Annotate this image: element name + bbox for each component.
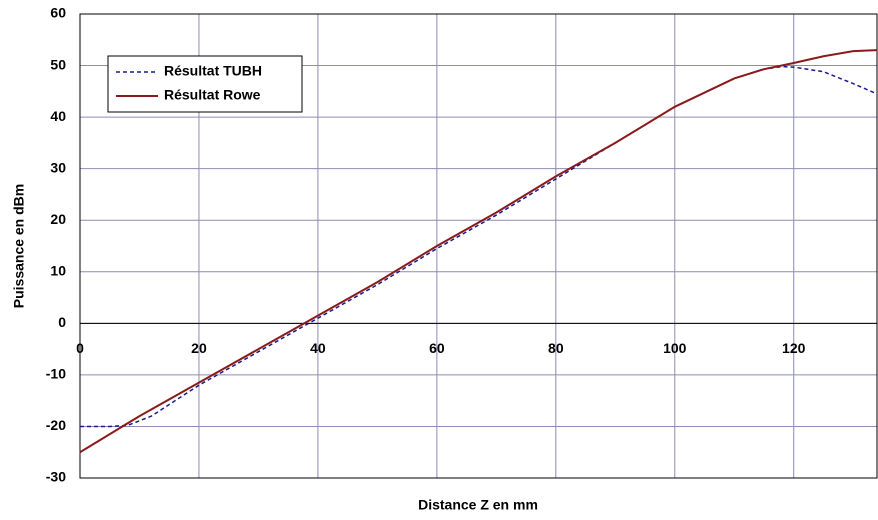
y-tick-label: 10 — [50, 262, 66, 278]
x-tick-label: 20 — [191, 340, 207, 356]
series-line — [80, 65, 878, 428]
y-tick-label: -10 — [46, 366, 66, 382]
y-tick-label: 30 — [50, 159, 66, 175]
series-line — [79, 49, 878, 454]
y-tick-label: 20 — [50, 211, 66, 227]
y-tick-label: 40 — [50, 108, 66, 124]
x-tick-label: 60 — [429, 340, 445, 356]
legend-box — [107, 55, 303, 113]
y-tick-label: -20 — [46, 417, 66, 433]
x-tick-label: 80 — [548, 340, 564, 356]
y-axis-label: Puissance en dBm — [11, 184, 27, 309]
y-tick-label: 60 — [50, 5, 66, 21]
y-tick-label: -30 — [46, 469, 66, 485]
x-axis-label: Distance Z en mm — [418, 497, 538, 513]
y-tick-label: 50 — [50, 56, 66, 72]
x-tick-label: 40 — [310, 340, 326, 356]
x-tick-label: 100 — [663, 340, 687, 356]
y-tick-label: 0 — [58, 314, 66, 330]
x-tick-label: 120 — [782, 340, 806, 356]
legend-label: Résultat TUBH — [164, 63, 262, 79]
plot-frame — [79, 13, 878, 479]
legend-label: Résultat Rowe — [164, 87, 261, 103]
